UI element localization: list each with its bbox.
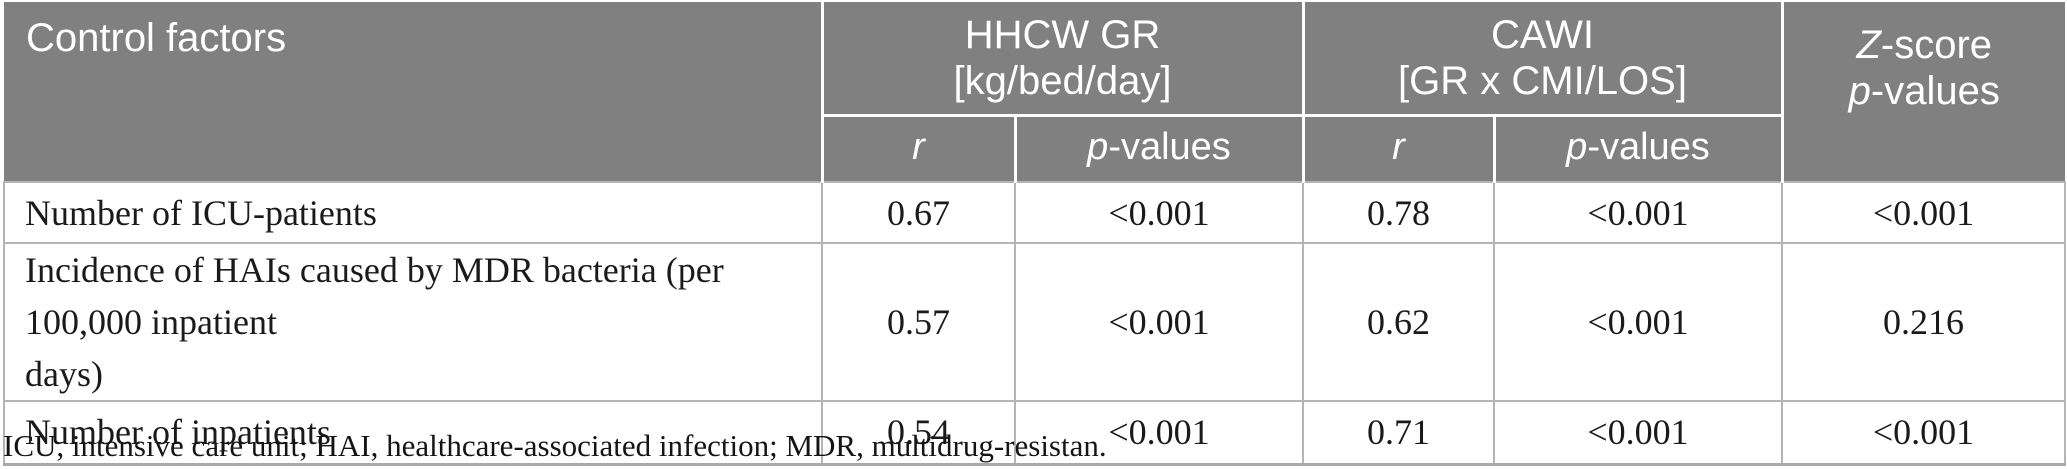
cell-hhcw-r: 0.67 bbox=[821, 181, 1016, 244]
column-header-control-factors: Control factors bbox=[4, 2, 824, 182]
table-row: Incidence of HAIs caused by MDR bacteria… bbox=[3, 242, 2066, 402]
zscore-values-rest: -values bbox=[1870, 69, 2000, 113]
p-italic: p bbox=[1087, 125, 1109, 168]
cell-hhcw-r: 0.57 bbox=[821, 242, 1016, 402]
cawi-title: CAWI bbox=[1491, 12, 1594, 57]
cell-zscore-pvalue: <0.001 bbox=[1781, 181, 2066, 244]
cell-cawi-r: 0.62 bbox=[1302, 242, 1495, 402]
row-label: Number of ICU-patients bbox=[3, 181, 823, 244]
header-sub-row: r p-values r p-values bbox=[4, 115, 2065, 182]
cell-hhcw-pvalue: <0.001 bbox=[1014, 400, 1304, 466]
zscore-rest: -score bbox=[1880, 23, 1993, 67]
cell-cawi-r: 0.78 bbox=[1302, 181, 1495, 244]
column-header-zscore-pvalues: Z-score p-values bbox=[1782, 2, 2065, 182]
column-group-header-hhcw-gr: HHCW GR [kg/bed/day] bbox=[822, 2, 1305, 117]
column-group-header-cawi: CAWI [GR x CMI/LOS] bbox=[1303, 2, 1784, 117]
p-rest: -values bbox=[1587, 125, 1710, 168]
cell-hhcw-r: 0.54 bbox=[821, 400, 1016, 466]
row-label: Number of inpatients bbox=[3, 400, 823, 466]
table-body: Number of ICU-patients 0.67 <0.001 0.78 … bbox=[3, 181, 2066, 466]
cell-cawi-pvalue: <0.001 bbox=[1493, 400, 1783, 466]
subheader-cawi-r: r bbox=[1303, 115, 1496, 182]
correlation-table: Control factors HHCW GR [kg/bed/day] CAWI… bbox=[3, 2, 2066, 466]
subheader-cawi-pvalues: p-values bbox=[1494, 115, 1784, 182]
header-group-row: Control factors HHCW GR [kg/bed/day] CAWI… bbox=[4, 2, 2065, 182]
cell-cawi-r: 0.71 bbox=[1302, 400, 1495, 466]
table-header: Control factors HHCW GR [kg/bed/day] CAWI… bbox=[4, 2, 2065, 182]
subheader-hhcw-r: r bbox=[822, 115, 1017, 182]
zscore-z: Z bbox=[1856, 23, 1881, 67]
zscore-p: p bbox=[1848, 69, 1871, 113]
cell-hhcw-pvalue: <0.001 bbox=[1014, 242, 1304, 402]
table-footnote: ICU, intensive care unit; HAI, healthcar… bbox=[3, 428, 1107, 463]
p-italic: p bbox=[1566, 125, 1588, 168]
table-row: Number of ICU-patients 0.67 <0.001 0.78 … bbox=[3, 181, 2066, 244]
hhcw-gr-units: [kg/bed/day] bbox=[953, 58, 1172, 103]
p-rest: -values bbox=[1108, 125, 1231, 168]
cawi-units: [GR x CMI/LOS] bbox=[1398, 58, 1687, 103]
row-label: Incidence of HAIs caused by MDR bacteria… bbox=[3, 242, 823, 402]
cell-hhcw-pvalue: <0.001 bbox=[1014, 181, 1304, 244]
subheader-hhcw-pvalues: p-values bbox=[1015, 115, 1305, 182]
cell-cawi-pvalue: <0.001 bbox=[1493, 242, 1783, 402]
table-row: Number of inpatients 0.54 <0.001 0.71 <0… bbox=[3, 400, 2066, 466]
cell-cawi-pvalue: <0.001 bbox=[1493, 181, 1783, 244]
cell-zscore-pvalue: 0.216 bbox=[1781, 242, 2066, 402]
hhcw-gr-title: HHCW GR bbox=[964, 12, 1161, 57]
cell-zscore-pvalue: <0.001 bbox=[1781, 400, 2066, 466]
